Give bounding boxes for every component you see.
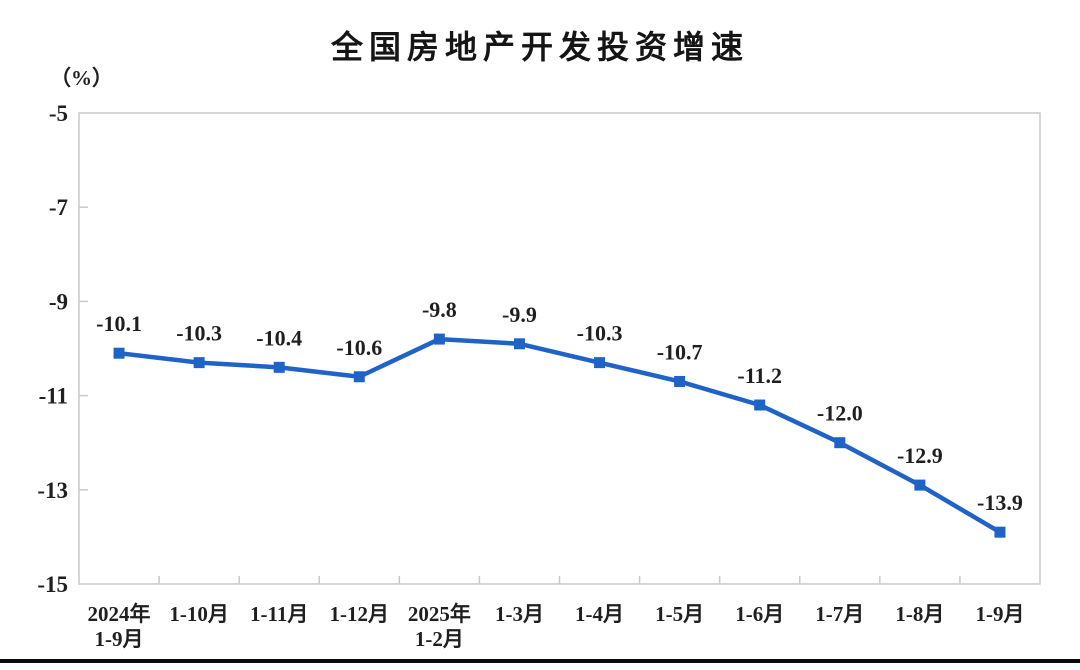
y-axis-tick-label: -5 (49, 101, 68, 126)
y-axis-tick-label: -15 (37, 572, 68, 597)
y-axis-unit-label: （%） (50, 66, 113, 90)
x-axis-tick-label: 1-11月 (250, 602, 308, 626)
x-axis-tick-label: 2025年 (408, 602, 471, 626)
data-point-label: -11.2 (737, 363, 782, 388)
x-axis-tick-label: 2024年 (88, 602, 151, 626)
x-axis-tick-label: 1-4月 (575, 602, 624, 626)
x-axis-tick-label: 1-5月 (655, 602, 704, 626)
bottom-divider-line (0, 659, 1080, 663)
data-point-marker (754, 399, 766, 411)
x-axis-tick-label: 1-6月 (735, 602, 784, 626)
x-axis-tick-label: 1-9月 (975, 602, 1024, 626)
data-point-marker (353, 371, 365, 383)
data-point-label: -12.9 (897, 443, 943, 468)
series-line (116, 336, 1003, 535)
data-point-marker (113, 347, 125, 359)
x-axis-tick-label: 1-3月 (495, 602, 544, 626)
data-point-marker (193, 357, 205, 369)
data-point-label: -10.1 (96, 311, 142, 336)
data-point-label: -10.3 (577, 321, 623, 346)
data-point-marker (914, 479, 926, 491)
data-point-marker (674, 375, 686, 387)
data-point-label: -10.3 (176, 321, 222, 346)
y-axis-tick-label: -11 (39, 384, 68, 409)
data-point-marker (834, 437, 846, 449)
y-axis-tick-label: -9 (49, 289, 68, 314)
data-point-marker (594, 357, 606, 369)
data-point-marker (433, 333, 445, 345)
data-point-label: -12.0 (817, 401, 863, 426)
data-point-label: -10.7 (657, 339, 703, 364)
x-axis-tick-label: 1-7月 (815, 602, 864, 626)
x-axis-tick-label: 1-10月 (169, 602, 229, 626)
x-axis-tick-label: 1-12月 (330, 602, 390, 626)
y-axis-tick-label: -13 (37, 478, 68, 503)
data-point-label: -13.9 (977, 490, 1023, 515)
data-point-label: -10.6 (336, 335, 382, 360)
data-point-marker (513, 338, 525, 350)
data-point-label: -9.8 (422, 297, 457, 322)
data-point-marker (273, 361, 285, 373)
data-point-marker (994, 526, 1006, 538)
x-axis-tick-label: 1-2月 (415, 627, 464, 651)
data-point-label: -9.9 (502, 302, 537, 327)
chart-title: 全国房地产开发投资增速 (330, 29, 749, 65)
data-point-label: -10.4 (256, 325, 302, 350)
y-axis-tick-label: -7 (49, 195, 68, 220)
x-axis-tick-label: 1-9月 (95, 627, 144, 651)
x-axis-tick-label: 1-8月 (895, 602, 944, 626)
plot-border (78, 112, 1041, 585)
